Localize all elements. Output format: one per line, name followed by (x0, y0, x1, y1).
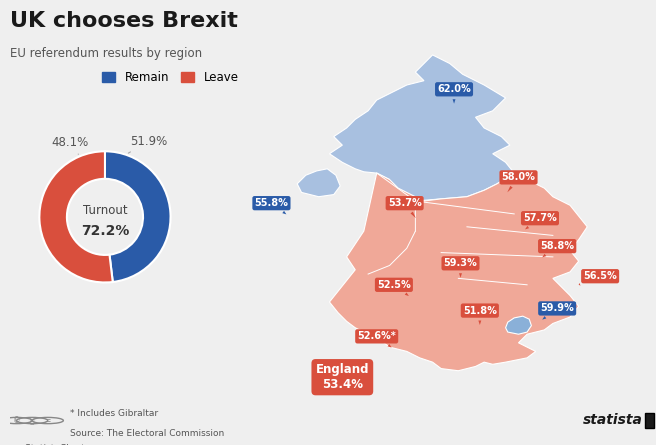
Text: 72.2%: 72.2% (81, 224, 129, 239)
Text: 52.5%: 52.5% (377, 280, 411, 296)
Text: 51.9%: 51.9% (129, 135, 167, 153)
Wedge shape (39, 151, 113, 283)
Text: statista: statista (583, 413, 643, 427)
Text: ©: © (12, 416, 20, 425)
Text: * Includes Gibraltar: * Includes Gibraltar (70, 409, 158, 417)
Text: 56.5%: 56.5% (579, 271, 617, 286)
Text: 52.6%*: 52.6%* (358, 332, 396, 348)
Text: 48.1%: 48.1% (51, 136, 89, 154)
Text: 55.8%: 55.8% (255, 198, 289, 214)
Text: 58.0%: 58.0% (502, 172, 535, 192)
Polygon shape (329, 173, 587, 371)
FancyBboxPatch shape (646, 413, 654, 428)
Text: 53.7%: 53.7% (388, 198, 422, 218)
Text: Turnout: Turnout (83, 204, 127, 217)
Text: England
53.4%: England 53.4% (316, 363, 369, 391)
Polygon shape (297, 169, 340, 197)
Wedge shape (105, 151, 171, 282)
Text: 51.8%: 51.8% (463, 306, 497, 325)
Text: 62.0%: 62.0% (437, 84, 471, 104)
Polygon shape (506, 316, 531, 334)
Text: 59.3%: 59.3% (443, 258, 478, 278)
Text: Source: The Electoral Commission: Source: The Electoral Commission (70, 429, 224, 438)
Text: @StatistaCharts: @StatistaCharts (16, 443, 90, 445)
Text: UK chooses Brexit: UK chooses Brexit (10, 11, 237, 31)
Legend: Remain, Leave: Remain, Leave (98, 66, 243, 89)
Text: 57.7%: 57.7% (523, 213, 557, 230)
Text: EU referendum results by region: EU referendum results by region (10, 47, 202, 60)
Polygon shape (329, 55, 514, 205)
Text: 58.8%: 58.8% (540, 241, 574, 257)
Text: =: = (45, 416, 51, 425)
Text: Ⓟ: Ⓟ (30, 416, 35, 425)
Text: 59.9%: 59.9% (541, 303, 574, 320)
